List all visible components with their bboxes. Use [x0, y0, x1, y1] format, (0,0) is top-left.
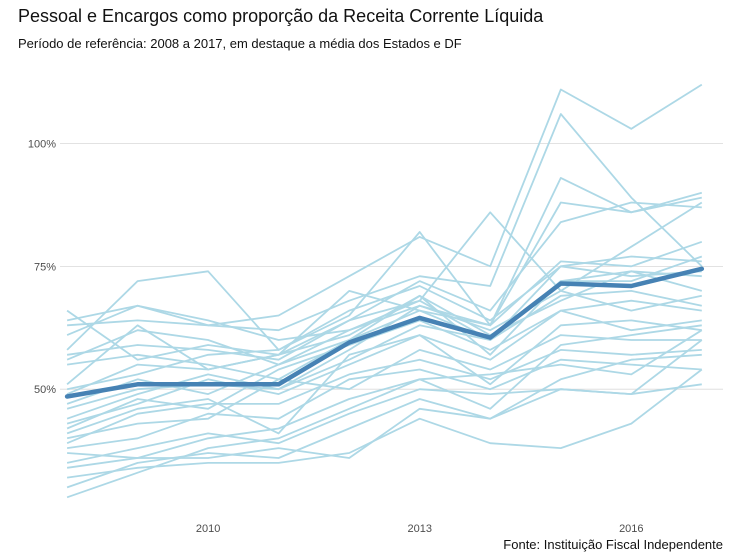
chart-subtitle: Período de referência: 2008 a 2017, em d…	[18, 36, 462, 51]
chart-title: Pessoal e Encargos como proporção da Rec…	[18, 6, 544, 26]
average-line	[64, 266, 705, 399]
state-line-17	[66, 334, 702, 440]
state-line-23	[66, 368, 703, 479]
state-line-7	[66, 240, 703, 381]
state-line-25	[66, 324, 702, 499]
state-line-12	[66, 289, 702, 410]
state-line-8	[66, 255, 702, 385]
state-line-2	[67, 113, 703, 332]
y-axis: 50% 75% 100%	[28, 139, 56, 397]
y-tick-label: 100%	[28, 139, 56, 151]
state-lines	[66, 83, 703, 499]
state-line-26	[66, 255, 703, 361]
state-line-18	[66, 348, 702, 445]
x-tick-label: 2013	[407, 523, 431, 535]
state-line-24	[66, 353, 702, 489]
state-line-1	[66, 83, 703, 327]
average-line-group	[64, 266, 705, 399]
y-tick-label: 50%	[34, 384, 56, 396]
x-tick-label: 2016	[619, 523, 643, 535]
x-axis: 2010 2013 2016	[196, 523, 644, 535]
chart-caption: Fonte: Instituição Fiscal Independente	[503, 537, 723, 552]
state-line-14	[66, 299, 702, 425]
state-line-16	[66, 319, 702, 435]
state-line-22	[66, 383, 702, 469]
state-line-10	[66, 270, 702, 395]
state-line-9	[66, 265, 702, 391]
state-line-4	[66, 196, 702, 351]
x-tick-label: 2010	[196, 523, 220, 535]
y-tick-label: 75%	[34, 261, 56, 273]
state-line-19	[66, 358, 702, 449]
